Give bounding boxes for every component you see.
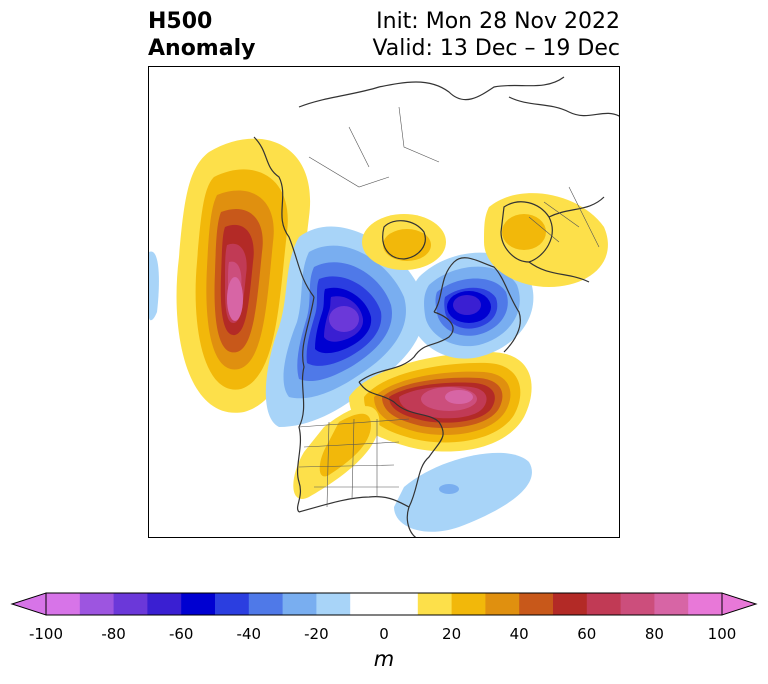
colorbar-cell bbox=[181, 593, 216, 615]
colorbar-tick-label: -40 bbox=[236, 625, 262, 643]
title-variable: H500 bbox=[148, 9, 213, 34]
colorbar-unit: m bbox=[373, 647, 395, 671]
colorbar-tick-label: 60 bbox=[577, 625, 597, 643]
colorbar-cell bbox=[282, 593, 317, 615]
title-left: H500 Anomaly bbox=[148, 8, 255, 62]
colorbar-extend-low bbox=[10, 592, 47, 616]
colorbar-cell bbox=[451, 593, 486, 615]
colorbar-cell bbox=[485, 593, 520, 615]
ridge-west-coast bbox=[176, 138, 311, 413]
colorbar-tick-label: 80 bbox=[644, 625, 664, 643]
colorbar-tick-label: -80 bbox=[101, 625, 126, 643]
title-product: Anomaly bbox=[148, 36, 256, 61]
colorbar-tick-label: -60 bbox=[168, 625, 194, 643]
colorbar-tick-label: 20 bbox=[442, 625, 462, 643]
colorbar-cell bbox=[79, 593, 115, 615]
ridge-arctic bbox=[362, 214, 446, 270]
colorbar-cell bbox=[519, 593, 554, 615]
colorbar-tick-label: 0 bbox=[379, 625, 389, 643]
colorbar-tick-label: -20 bbox=[304, 625, 329, 643]
colorbar-cell bbox=[620, 593, 655, 615]
ridge-hudson-bay bbox=[349, 352, 532, 452]
political-borders bbox=[298, 106, 600, 508]
map-panel bbox=[148, 66, 620, 538]
colorbar-cell bbox=[46, 593, 81, 615]
trough-pacific-edge bbox=[149, 251, 159, 321]
colorbar-cell bbox=[384, 593, 419, 615]
title-right: Init: Mon 28 Nov 2022 Valid: 13 Dec – 19… bbox=[372, 8, 620, 62]
colorbar-extend-high bbox=[721, 592, 758, 616]
colorbar-cell bbox=[654, 593, 689, 615]
anomaly-map bbox=[149, 76, 619, 537]
colorbar-cell bbox=[586, 593, 622, 615]
colorbar-tick-label: -100 bbox=[28, 625, 64, 643]
colorbar-tick-label: 100 bbox=[707, 625, 737, 643]
valid-range: Valid: 13 Dec – 19 Dec bbox=[372, 36, 620, 61]
colorbar-cell bbox=[688, 593, 723, 615]
colorbar-cell bbox=[147, 593, 182, 615]
init-date: Init: Mon 28 Nov 2022 bbox=[376, 9, 620, 34]
colorbar-cell bbox=[553, 593, 588, 615]
colorbar-cell bbox=[113, 593, 148, 615]
colorbar bbox=[10, 592, 758, 616]
colorbar-cell bbox=[417, 593, 453, 615]
ridge-scandinavia bbox=[484, 193, 608, 287]
trough-western-canada bbox=[265, 226, 425, 427]
colorbar-cell bbox=[350, 593, 385, 615]
colorbar-cell bbox=[316, 593, 351, 615]
colorbar-tick-label: 40 bbox=[509, 625, 529, 643]
colorbar-cell bbox=[248, 593, 284, 615]
colorbar-border bbox=[45, 592, 723, 616]
trough-atlantic bbox=[394, 452, 532, 532]
colorbar-cell bbox=[215, 593, 250, 615]
